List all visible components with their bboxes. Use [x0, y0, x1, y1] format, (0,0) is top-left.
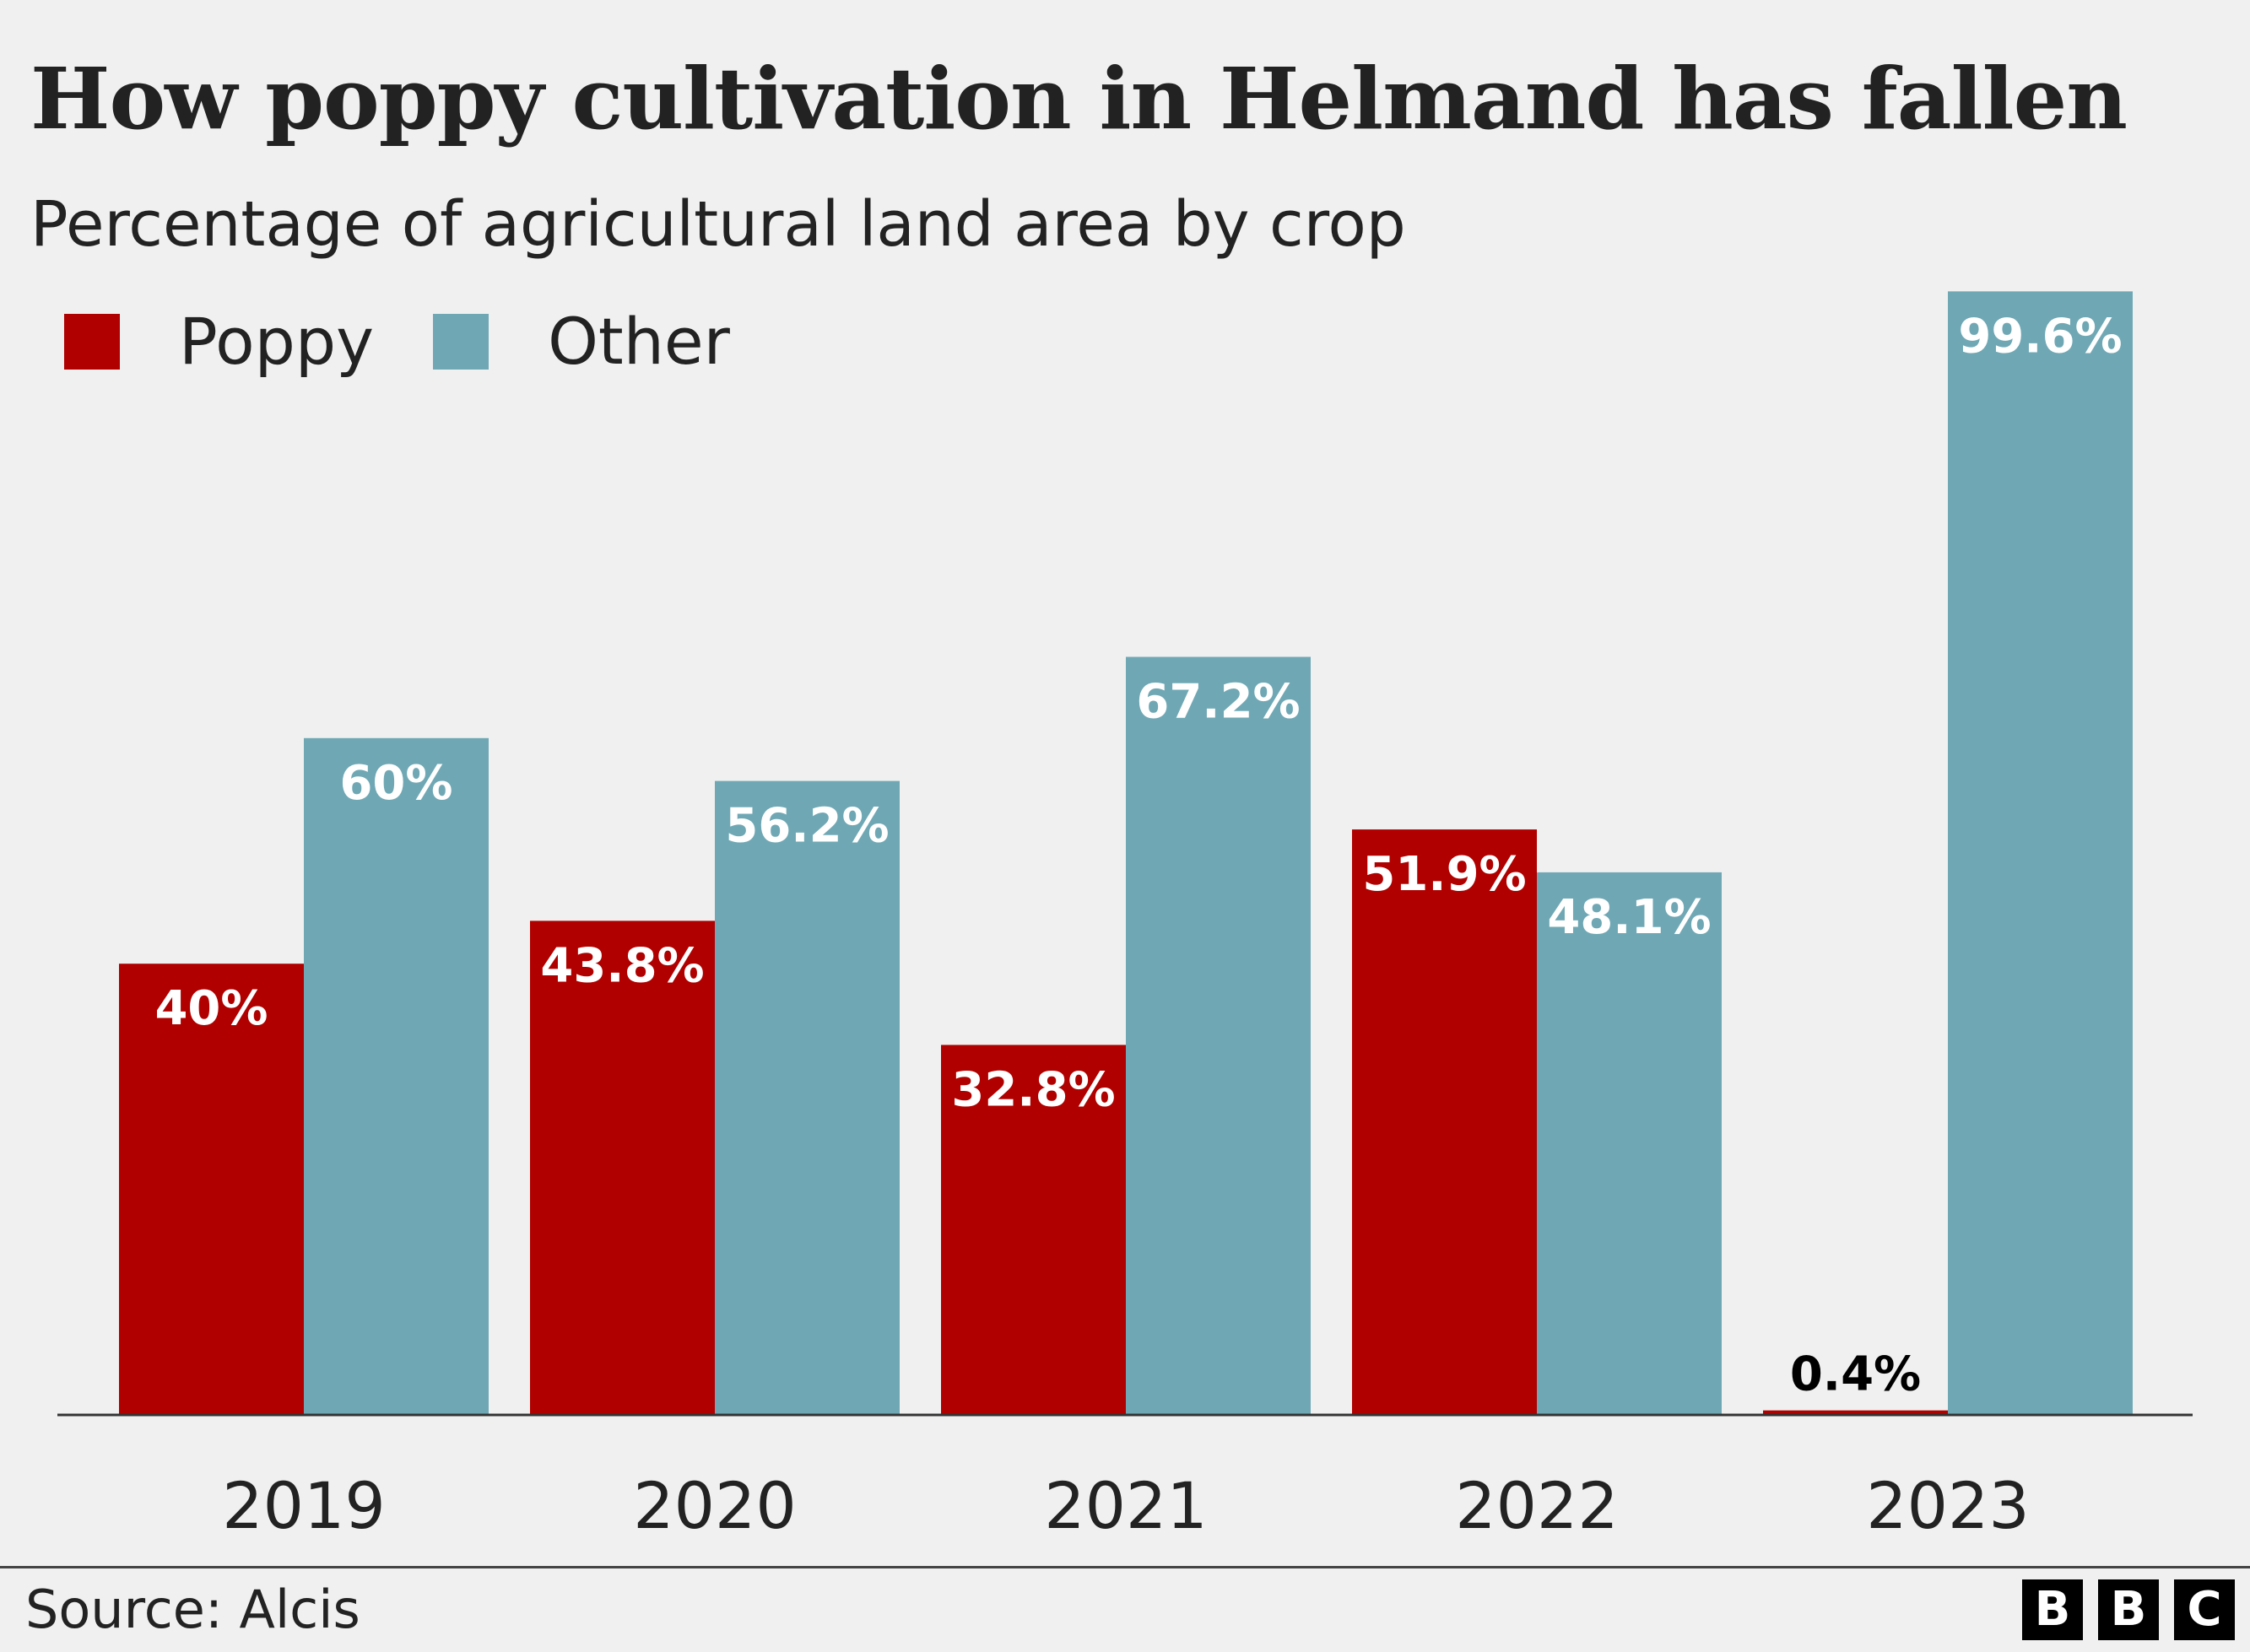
bbc-logo-letter-b2: B: [2098, 1579, 2159, 1640]
bar-other-2022: [1537, 872, 1722, 1415]
bbc-logo-letter-b1: B: [2022, 1579, 2083, 1640]
legend-item-poppy: Poppy: [64, 304, 374, 380]
value-label-poppy-2021: 32.8%: [951, 1062, 1115, 1117]
value-label-poppy-2019: 40%: [154, 981, 268, 1036]
value-label-other-2020: 56.2%: [725, 799, 889, 854]
bar-other-2021: [1126, 656, 1311, 1415]
legend-label-poppy: Poppy: [179, 304, 375, 379]
bar-poppy-2019: [119, 964, 304, 1415]
x-tick-label-2020: 2020: [633, 1468, 796, 1543]
value-label-poppy-2020: 43.8%: [540, 938, 704, 993]
x-tick-label-2022: 2022: [1455, 1468, 1618, 1543]
value-label-other-2023: 99.6%: [1958, 309, 2122, 364]
bar-other-2019: [304, 737, 489, 1415]
bars-layer: [119, 291, 2133, 1415]
x-tick-label-2023: 2023: [1866, 1468, 2029, 1543]
value-labels-layer: 40% 60% 43.8% 56.2% 32.8% 67.2% 51.9% 48.1% 0.4%…: [154, 309, 2122, 1401]
value-label-poppy-2023: 0.4%: [1790, 1347, 1921, 1402]
legend: Poppy Other: [64, 304, 789, 380]
bar-poppy-2022: [1352, 829, 1537, 1415]
x-tick-label-2021: 2021: [1044, 1468, 1207, 1543]
bbc-logo-letter-c: C: [2174, 1579, 2235, 1640]
legend-swatch-poppy: [64, 314, 120, 370]
legend-label-other: Other: [548, 304, 730, 379]
bar-poppy-2023: [1763, 1410, 1948, 1415]
value-label-other-2022: 48.1%: [1547, 890, 1711, 945]
chart-subtitle: Percentage of agricultural land area by …: [30, 188, 1406, 261]
legend-item-other: Other: [433, 304, 730, 380]
legend-swatch-other: [433, 314, 489, 370]
bar-other-2023: [1948, 291, 2133, 1415]
bbc-logo: B B C: [2007, 1579, 2235, 1640]
bar-other-2020: [715, 780, 900, 1415]
x-tick-labels: 2019 2020 2021 2022 2023: [222, 1468, 2029, 1543]
value-label-other-2021: 67.2%: [1136, 675, 1300, 730]
chart-title: How poppy cultivation in Helmand has fal…: [30, 49, 2128, 148]
x-tick-label-2019: 2019: [222, 1468, 385, 1543]
bar-poppy-2021: [941, 1045, 1126, 1415]
footer-divider: [0, 1566, 2250, 1568]
source-note: Source: Alcis: [25, 1579, 360, 1640]
bar-poppy-2020: [530, 920, 715, 1415]
value-label-poppy-2022: 51.9%: [1362, 847, 1526, 902]
value-label-other-2019: 60%: [339, 756, 452, 811]
